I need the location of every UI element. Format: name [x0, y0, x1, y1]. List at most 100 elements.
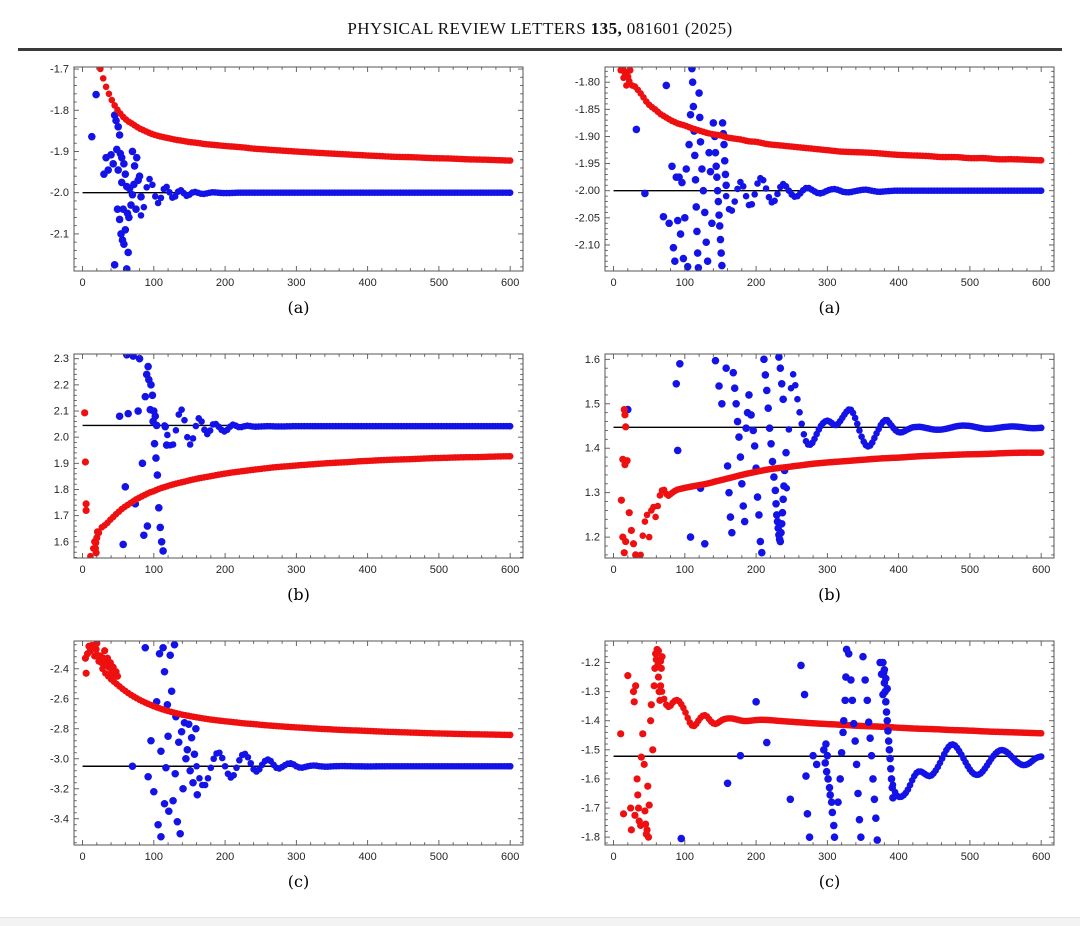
- svg-text:-1.8: -1.8: [50, 105, 69, 117]
- svg-text:100: 100: [145, 851, 163, 863]
- svg-text:400: 400: [889, 277, 907, 289]
- svg-text:500: 500: [961, 564, 979, 576]
- svg-text:1.3: 1.3: [585, 487, 600, 499]
- axis-tick-labels: 0 100 200 300 400 500 600 -1.2 -1.3 -1.4 -1.5 -1.6 -…: [581, 657, 1050, 863]
- chart-a-left: 0 100 200 300 400 500 600 -1.7 -1.8 -1.9 -2.0 -2.1: [50, 64, 524, 289]
- axis-tick-labels: 0 100 200 300 400 500 600 -2.4 -2.6 -2.8 -3.0 -3.2 -…: [50, 663, 519, 863]
- chart-c-left: 0 100 200 300 400 500 600 -2.4 -2.6 -2.8 -3.0 -3.2 -…: [50, 640, 524, 863]
- svg-text:500: 500: [430, 277, 448, 289]
- red-early-scatter: [81, 641, 122, 680]
- svg-text:-1.5: -1.5: [581, 744, 600, 756]
- figure-caption: (b): [287, 585, 310, 604]
- blue-early-scatter: [632, 67, 730, 271]
- svg-text:100: 100: [676, 851, 694, 863]
- svg-text:0: 0: [610, 277, 616, 289]
- page-bottom-edge: [0, 917, 1080, 926]
- svg-text:100: 100: [676, 277, 694, 289]
- svg-text:-1.85: -1.85: [575, 104, 600, 116]
- blue-early-scatter: [624, 354, 790, 557]
- svg-text:300: 300: [818, 564, 836, 576]
- svg-text:400: 400: [358, 277, 376, 289]
- svg-text:300: 300: [287, 564, 305, 576]
- figure-grid: 0 100 200 300 400 500 600 -1.7 -1.8 -1.9 -2.0 -2.1 …: [0, 51, 1080, 892]
- svg-text:-3.2: -3.2: [50, 783, 69, 795]
- axis-ticks: [74, 641, 523, 845]
- svg-text:400: 400: [358, 851, 376, 863]
- svg-text:-3.4: -3.4: [50, 813, 69, 825]
- figure-panel-b-left: 0 100 200 300 400 500 600 1.6 1.7 1.8 1.9 2.0 2.1 2.2…: [28, 348, 533, 605]
- svg-text:500: 500: [961, 277, 979, 289]
- svg-text:500: 500: [961, 851, 979, 863]
- svg-text:500: 500: [430, 564, 448, 576]
- blue-estimate-train: [722, 174, 1045, 214]
- svg-text:200: 200: [747, 564, 765, 576]
- svg-text:200: 200: [216, 851, 234, 863]
- red-estimate-train: [87, 452, 514, 558]
- axis-tick-labels: 0 100 200 300 400 500 600 1.6 1.7 1.8 1.9 2.0 2.1 2.2…: [54, 353, 520, 576]
- svg-text:0: 0: [79, 851, 85, 863]
- svg-text:600: 600: [1032, 851, 1050, 863]
- chart-a-right: 0 100 200 300 400 500 600 -1.80 -1.85 -1.90 -1.95 -…: [575, 66, 1055, 289]
- red-estimate-train: [99, 665, 514, 739]
- svg-text:-1.9: -1.9: [50, 146, 69, 158]
- svg-text:-1.3: -1.3: [581, 686, 600, 698]
- red-early-scatter: [617, 645, 666, 841]
- svg-text:2.2: 2.2: [54, 379, 69, 391]
- svg-text:-1.8: -1.8: [581, 832, 600, 844]
- axis-ticks: [74, 354, 523, 558]
- figure-panel-a-right: 0 100 200 300 400 500 600 -1.80 -1.85 -1.90 -1.95 -…: [559, 61, 1064, 318]
- figure-caption: (b): [818, 585, 841, 604]
- figure-panel-a-left: 0 100 200 300 400 500 600 -1.7 -1.8 -1.9 -2.0 -2.1 …: [28, 61, 533, 318]
- svg-text:400: 400: [889, 564, 907, 576]
- svg-text:2.0: 2.0: [54, 432, 69, 444]
- svg-text:2.1: 2.1: [54, 406, 69, 418]
- svg-text:-2.8: -2.8: [50, 723, 69, 735]
- axis-tick-labels: 0 100 200 300 400 500 600 -1.7 -1.8 -1.9 -2.0 -2.1: [50, 64, 519, 289]
- svg-text:1.6: 1.6: [54, 536, 69, 548]
- blue-early-scatter: [88, 90, 145, 271]
- figure-panel-b-right: 0 100 200 300 400 500 600 1.2 1.3 1.4 1.5 1.6 (b): [559, 348, 1064, 605]
- svg-text:-2.10: -2.10: [575, 239, 600, 251]
- axis-ticks: [605, 67, 1054, 271]
- svg-text:300: 300: [818, 277, 836, 289]
- svg-text:300: 300: [818, 851, 836, 863]
- chart-c-right: 0 100 200 300 400 500 600 -1.2 -1.3 -1.4 -1.5 -1.6 -…: [581, 640, 1055, 863]
- figure-caption: (c): [818, 872, 841, 891]
- svg-text:-1.80: -1.80: [575, 77, 600, 89]
- figure-caption: (a): [287, 298, 310, 317]
- journal-header: PHYSICAL REVIEW LETTERS 135, 081601 (202…: [0, 0, 1080, 39]
- axis-ticks: [74, 67, 523, 271]
- svg-text:200: 200: [747, 851, 765, 863]
- svg-text:200: 200: [216, 277, 234, 289]
- journal-article-id: 081601 (2025): [626, 19, 733, 38]
- svg-text:600: 600: [501, 277, 519, 289]
- svg-text:1.2: 1.2: [585, 532, 600, 544]
- header-rule: [18, 48, 1062, 51]
- svg-text:2.3: 2.3: [54, 353, 69, 365]
- red-estimate-train: [617, 67, 1045, 164]
- journal-volume: 135,: [590, 19, 623, 38]
- blue-early-scatter: [128, 641, 202, 841]
- svg-text:-1.7: -1.7: [50, 64, 69, 76]
- red-estimate-train: [637, 449, 1045, 558]
- figure-caption: (c): [287, 872, 310, 891]
- svg-text:-1.95: -1.95: [575, 158, 600, 170]
- svg-text:-2.05: -2.05: [575, 212, 600, 224]
- axis-ticks: [605, 641, 1054, 845]
- svg-text:-1.4: -1.4: [581, 715, 600, 727]
- svg-text:300: 300: [287, 277, 305, 289]
- axis-tick-labels: 0 100 200 300 400 500 600 1.2 1.3 1.4 1.5 1.6: [585, 354, 1051, 576]
- svg-text:-2.00: -2.00: [575, 185, 600, 197]
- svg-text:200: 200: [747, 277, 765, 289]
- svg-text:0: 0: [610, 564, 616, 576]
- svg-text:1.8: 1.8: [54, 484, 69, 496]
- svg-text:1.6: 1.6: [585, 354, 600, 366]
- red-early-scatter: [617, 405, 640, 558]
- svg-text:600: 600: [501, 851, 519, 863]
- svg-text:1.4: 1.4: [585, 443, 600, 455]
- svg-text:-2.1: -2.1: [50, 228, 69, 240]
- svg-text:0: 0: [79, 277, 85, 289]
- blue-estimate-train: [783, 371, 1045, 492]
- svg-text:-2.0: -2.0: [50, 187, 69, 199]
